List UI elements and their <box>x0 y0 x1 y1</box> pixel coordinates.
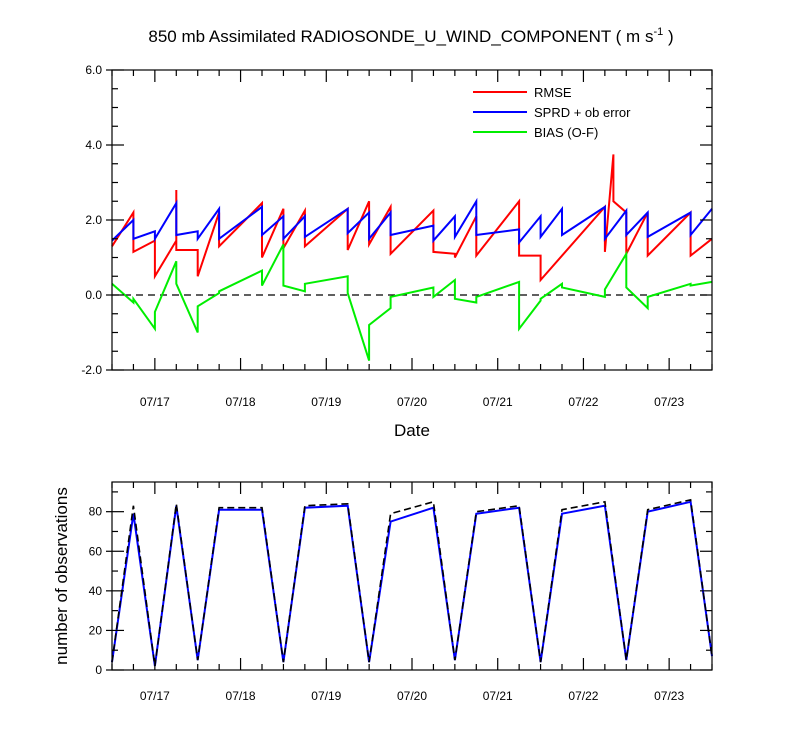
x-tick-label: 07/17 <box>140 689 170 703</box>
legend-label-2: BIAS (O-F) <box>534 125 598 140</box>
bot-series-used <box>111 500 713 667</box>
top-ticks-group <box>106 69 713 371</box>
bot-series-assimilated <box>111 498 713 667</box>
top-legend: RMSE SPRD + ob error BIAS (O-F) <box>473 85 631 140</box>
y-tick-label: 20 <box>89 623 103 637</box>
y-tick-label: 0.0 <box>85 288 102 302</box>
chart-title-end: ) <box>663 27 673 46</box>
y-tick-label: 0 <box>95 663 102 677</box>
top-labels-group: -2.0 0.0 2.0 4.0 6.0 07/17 07/18 07/19 07/20 07/2… <box>81 63 684 409</box>
x-tick-label: 07/19 <box>311 395 341 409</box>
top-series-sprd-ob-error <box>111 197 713 246</box>
top-chart: -2.0 0.0 2.0 4.0 6.0 07/17 07/18 07/19 07/20 07/2… <box>81 63 713 440</box>
x-tick-label: 07/17 <box>140 395 170 409</box>
y-tick-label: 4.0 <box>85 138 102 152</box>
bottom-labels-group: 0 20 40 60 80 07/17 07/18 07/19 07/20 07/21 07/22 0… <box>89 505 685 703</box>
x-tick-label: 07/22 <box>568 689 598 703</box>
x-tick-label: 07/20 <box>397 395 427 409</box>
top-series-rmse <box>111 154 713 283</box>
top-series-bias-o-f <box>111 243 713 361</box>
chart-title-text: 850 mb Assimilated RADIOSONDE_U_WIND_COM… <box>148 27 653 46</box>
y-tick-label: 2.0 <box>85 213 102 227</box>
y-tick-label: 60 <box>89 544 103 558</box>
chart-title-superscript: -1 <box>653 26 663 38</box>
y-tick-label: 40 <box>89 584 103 598</box>
x-tick-label: 07/18 <box>226 689 256 703</box>
bottom-ticks-group <box>106 482 713 671</box>
bottom-series-group <box>111 498 713 667</box>
x-tick-label: 07/22 <box>568 395 598 409</box>
top-series-group <box>111 154 713 361</box>
x-tick-label: 07/23 <box>654 689 684 703</box>
legend-label-0: RMSE <box>534 85 572 100</box>
bottom-plot-frame <box>111 481 713 671</box>
x-tick-label: 07/21 <box>483 395 513 409</box>
chart-title: 850 mb Assimilated RADIOSONDE_U_WIND_COM… <box>148 26 673 46</box>
x-tick-label: 07/18 <box>226 395 256 409</box>
y-tick-label: -2.0 <box>81 363 102 377</box>
bottom-chart: 0 20 40 60 80 07/17 07/18 07/19 07/20 07/21 07/22 0… <box>52 481 713 703</box>
bottom-y-axis-label: number of observations <box>52 487 71 665</box>
legend-label-1: SPRD + ob error <box>534 105 631 120</box>
y-tick-label: 6.0 <box>85 63 102 77</box>
top-x-axis-label: Date <box>394 421 430 440</box>
y-tick-label: 80 <box>89 505 103 519</box>
x-tick-label: 07/21 <box>483 689 513 703</box>
x-tick-label: 07/23 <box>654 395 684 409</box>
x-tick-label: 07/20 <box>397 689 427 703</box>
x-tick-label: 07/19 <box>311 689 341 703</box>
